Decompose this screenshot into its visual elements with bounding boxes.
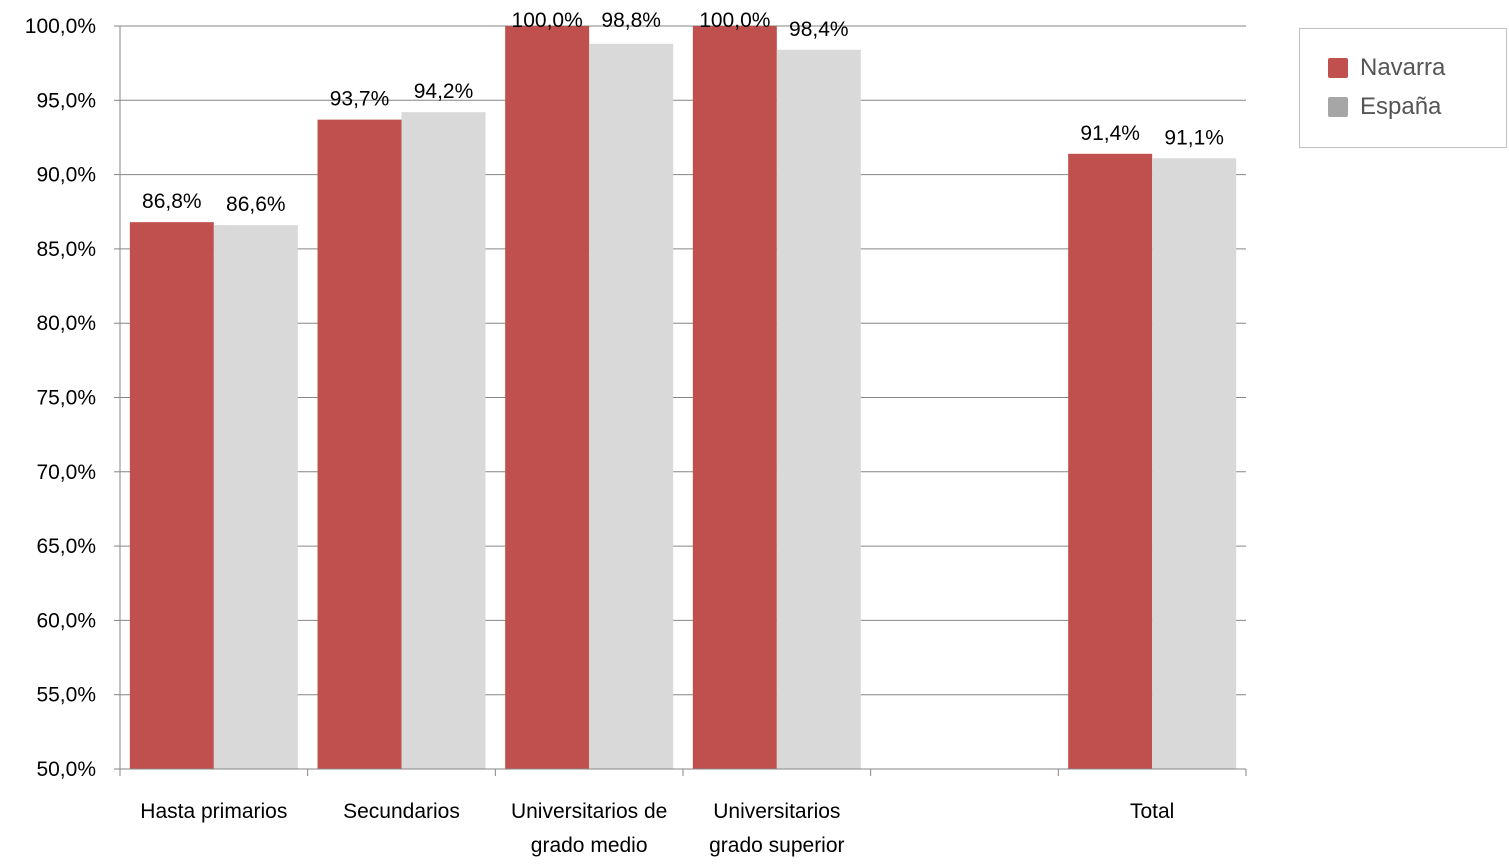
data-label: 100,0%: [699, 9, 770, 32]
x-category-label: Universitarios de: [511, 800, 667, 823]
bar-navarra: [692, 26, 777, 769]
x-category-label: Secundarios: [343, 800, 460, 823]
data-label: 93,7%: [330, 88, 390, 111]
legend-item-navarra: Navarra: [1328, 53, 1445, 83]
x-category-label: Total: [1130, 800, 1174, 823]
data-label: 86,8%: [142, 190, 202, 213]
y-tick-label: 75,0%: [36, 387, 96, 410]
y-tick-label: 65,0%: [36, 535, 96, 558]
bar-navarra: [505, 26, 590, 769]
bar-espana: [213, 225, 298, 769]
bar-espana: [1152, 158, 1237, 769]
y-tick-label: 55,0%: [36, 684, 96, 707]
x-category-label: Hasta primarios: [140, 800, 287, 823]
bar-navarra: [1068, 153, 1153, 769]
y-tick-label: 80,0%: [36, 312, 96, 335]
bar-navarra: [317, 119, 402, 770]
y-tick-labels: 50,0% 55,0% 60,0% 65,0% 70,0% 75,0% 80,0% 85,0%…: [25, 15, 96, 781]
legend-item-espana: España: [1328, 92, 1441, 122]
data-label: 94,2%: [414, 80, 474, 103]
data-label: 91,4%: [1080, 122, 1140, 145]
x-category-label: Universitarios: [713, 800, 840, 823]
x-category-label: grado medio: [531, 834, 648, 857]
data-label: 86,6%: [226, 193, 286, 216]
bar-espana: [401, 112, 486, 770]
data-label: 98,8%: [601, 9, 661, 32]
data-label: 98,4%: [789, 18, 849, 41]
axes: [119, 26, 1247, 776]
y-tick-label: 70,0%: [36, 461, 96, 484]
y-tick-label: 100,0%: [25, 15, 96, 38]
data-label: 91,1%: [1164, 126, 1224, 149]
x-category-label: grado superior: [709, 834, 844, 857]
y-tick-label: 50,0%: [36, 758, 96, 781]
data-label: 100,0%: [512, 9, 583, 32]
legend-label-espana: España: [1360, 93, 1442, 120]
bar-espana: [589, 43, 674, 769]
y-tick-label: 60,0%: [36, 609, 96, 632]
legend-swatch-navarra: [1328, 58, 1348, 78]
bars: [129, 26, 1237, 770]
x-category-labels: Hasta primarios Secundarios Universitarios…: [140, 800, 1174, 857]
legend-label-navarra: Navarra: [1360, 54, 1446, 81]
data-labels: 86,8% 86,6% 93,7% 94,2% 100,0% 98,8% 100,0% 98,…: [142, 9, 1224, 216]
bar-espana: [776, 49, 861, 769]
bar-navarra: [129, 222, 214, 770]
y-tick-label: 90,0%: [36, 164, 96, 187]
legend: Navarra España: [1299, 28, 1507, 148]
legend-swatch-espana: [1328, 97, 1348, 117]
gridlines: [114, 25, 1246, 770]
y-tick-label: 95,0%: [36, 89, 96, 112]
y-tick-label: 85,0%: [36, 238, 96, 261]
